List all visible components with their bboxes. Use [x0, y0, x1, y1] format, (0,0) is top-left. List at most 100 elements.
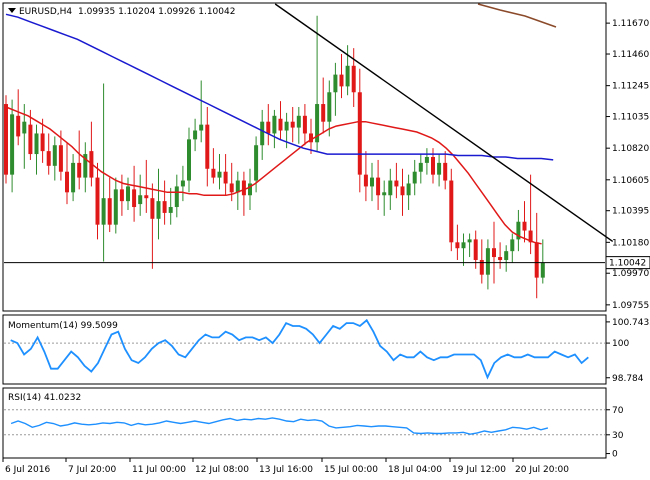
momentum-path [10, 318, 589, 380]
candle-body [107, 198, 112, 225]
candle [302, 104, 307, 146]
rsi-title: RSI(14) 41.0232 [8, 393, 81, 403]
candle [345, 45, 350, 96]
candle [65, 142, 69, 205]
candle [357, 68, 362, 193]
time-label: 6 Jul 2016 [5, 465, 50, 475]
candle [272, 109, 277, 149]
candle-body [443, 162, 448, 181]
candle-body [424, 157, 429, 163]
main-panel-frame [2, 2, 607, 312]
candle-body [205, 124, 210, 169]
candle [412, 159, 417, 196]
candle-body [272, 115, 277, 134]
candle-body [34, 133, 39, 155]
candle-body [223, 171, 228, 184]
candle [107, 177, 112, 233]
candle-body [498, 257, 503, 260]
candle [406, 174, 411, 210]
candle-body [156, 201, 161, 219]
candle-body [315, 104, 320, 143]
candle [290, 106, 295, 143]
sma-long-line [477, 3, 557, 28]
trendline-path [274, 3, 614, 242]
candle-body [339, 74, 344, 87]
candle [339, 54, 344, 99]
candle [461, 233, 466, 266]
candle [278, 101, 283, 140]
sma-long-path [477, 3, 557, 28]
chart-ohlc: 1.09935 1.10204 1.09926 1.10042 [78, 7, 235, 17]
price-label: 1.10180 [612, 238, 649, 248]
candle-body [138, 195, 143, 205]
candle [156, 168, 161, 240]
candle [113, 177, 118, 234]
price-label: 1.09755 [612, 301, 649, 311]
price-label: 1.11035 [612, 113, 649, 123]
candle [327, 80, 332, 137]
price-label: 1.10605 [612, 176, 649, 186]
time-label: 13 Jul 16:00 [259, 465, 313, 475]
candle-body [217, 171, 222, 178]
candle [119, 174, 124, 216]
candle [485, 239, 490, 290]
candle [95, 162, 100, 240]
candle-body [382, 192, 387, 196]
candle-body [28, 124, 33, 155]
candle [223, 154, 228, 196]
candle-body [40, 133, 45, 152]
candle-body [504, 251, 509, 260]
candle [180, 165, 185, 202]
candle-body [58, 145, 63, 172]
candle [510, 233, 515, 263]
moving-averages [5, 13, 554, 245]
candle-body [229, 183, 234, 193]
candle-body [351, 65, 356, 93]
time-label: 12 Jul 08:00 [195, 465, 249, 475]
candle [516, 209, 521, 252]
candle [540, 239, 545, 284]
candle-body [516, 221, 521, 240]
candle-body [162, 201, 167, 213]
candle-body [16, 115, 21, 137]
candle [187, 127, 191, 193]
candle [16, 89, 21, 146]
price-label: 1.11460 [612, 50, 649, 60]
candle [260, 109, 265, 160]
current-price-line: 1.10042 [4, 256, 650, 270]
candle-body [235, 180, 240, 193]
candle [71, 154, 76, 202]
candle-body [199, 124, 204, 131]
candle [40, 118, 45, 163]
candle [418, 154, 423, 184]
candle-body [534, 242, 539, 278]
time-axis: 6 Jul 2016 7 Jul 20:00 11 Jul 00:00 12 Jul … [2, 458, 569, 475]
candle-body [431, 157, 435, 175]
candle [321, 77, 326, 134]
candle-body [400, 186, 405, 196]
candle [498, 242, 503, 269]
time-label: 11 Jul 00:00 [132, 465, 186, 475]
rsi-path [10, 417, 549, 435]
symbol-dropdown-icon[interactable] [8, 8, 16, 13]
candle-body [52, 145, 57, 166]
candle-body [290, 121, 295, 128]
candle [4, 95, 8, 184]
candle-body [132, 189, 137, 208]
candle-body [345, 65, 350, 87]
candle [34, 124, 39, 175]
candle [333, 62, 338, 116]
candle-body [449, 180, 454, 243]
candle-body [321, 104, 326, 122]
candle [193, 118, 198, 152]
candle-body [357, 92, 362, 175]
time-label: 18 Jul 04:00 [388, 465, 442, 475]
candle [394, 162, 399, 199]
candle [296, 106, 301, 144]
rsi-line [10, 417, 549, 435]
momentum-axis: 100.7435 100 98.784 [4, 318, 650, 384]
candle-body [492, 248, 496, 258]
candle-body [284, 121, 289, 131]
candle-body [211, 168, 216, 178]
candle [363, 151, 368, 202]
